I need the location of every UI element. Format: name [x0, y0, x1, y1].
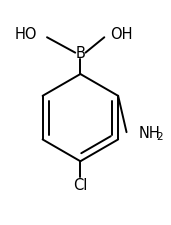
Text: B: B	[75, 46, 85, 61]
Text: Cl: Cl	[73, 178, 88, 193]
Text: HO: HO	[15, 27, 38, 42]
Text: OH: OH	[110, 27, 133, 42]
Text: 2: 2	[156, 132, 163, 142]
Text: NH: NH	[139, 126, 160, 141]
